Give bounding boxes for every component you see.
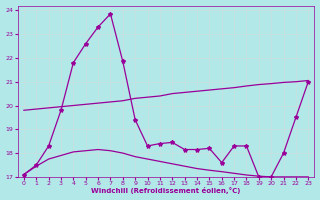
X-axis label: Windchill (Refroidissement éolien,°C): Windchill (Refroidissement éolien,°C) bbox=[92, 187, 241, 194]
